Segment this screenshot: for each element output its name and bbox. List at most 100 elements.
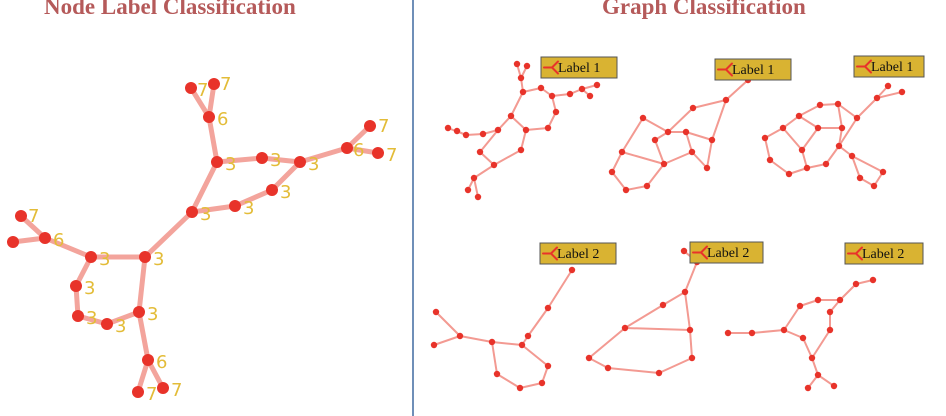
graph-edge — [521, 344, 549, 367]
panel-divider — [412, 0, 414, 416]
graph-edge — [711, 99, 727, 141]
graph-edge — [798, 115, 819, 129]
graph-edge — [801, 127, 819, 151]
graph-node — [85, 251, 97, 263]
graph-node — [785, 170, 793, 178]
graph-node — [639, 114, 647, 122]
graph-node — [474, 193, 482, 201]
graph-edge — [493, 149, 522, 166]
graph-node — [795, 112, 803, 120]
graph-edge — [838, 117, 858, 147]
graph-edge — [684, 291, 691, 331]
graph-node — [796, 302, 804, 310]
graph-node — [453, 127, 461, 135]
label-badge-text: Label 1 — [732, 63, 774, 78]
graph-node — [203, 111, 215, 123]
graph-edge — [625, 185, 648, 191]
graph-edge — [611, 151, 623, 173]
graph-edge — [510, 91, 524, 117]
node-label: 3 — [99, 249, 110, 270]
graph-node — [133, 306, 145, 318]
graph-node — [566, 90, 574, 98]
graph-node — [142, 354, 154, 366]
graph-node — [724, 329, 732, 337]
graph-node — [838, 124, 846, 132]
graph-node — [822, 160, 830, 168]
graph-edge — [811, 329, 831, 359]
node-label: 3 — [280, 182, 291, 203]
graph-edge — [435, 311, 461, 337]
graph-node — [518, 341, 526, 349]
node-label: 7 — [146, 384, 157, 405]
label-badge — [539, 242, 617, 265]
graph-edge — [689, 329, 693, 359]
branch-icon — [692, 245, 708, 260]
graph-edge — [42, 235, 94, 260]
graph-node — [364, 120, 376, 132]
label-badge — [689, 241, 764, 264]
graph-node — [856, 174, 864, 182]
graph-node — [703, 164, 711, 172]
graph-node — [494, 126, 502, 134]
graph-edge — [459, 335, 493, 343]
graph-edge — [837, 103, 843, 129]
graph-node — [836, 296, 844, 304]
node-label: 3 — [200, 204, 211, 225]
branch-icon — [542, 246, 558, 261]
graph-node — [830, 382, 838, 390]
graph-node — [870, 182, 878, 190]
graph-node — [798, 146, 806, 154]
graph-edge — [684, 261, 698, 293]
graph-node — [618, 148, 626, 156]
graph-edge — [663, 151, 693, 165]
graph-edge — [782, 127, 803, 151]
graph-node — [517, 74, 525, 82]
graph-node — [682, 128, 690, 136]
graph-edge — [782, 115, 800, 129]
graph-edge — [783, 329, 804, 339]
graph-edge — [624, 327, 691, 331]
graph-edge — [142, 209, 195, 260]
graph-node — [655, 369, 663, 377]
graph-node — [157, 382, 169, 394]
graph-node — [722, 96, 730, 104]
graph-node — [538, 379, 546, 387]
graph-node — [761, 134, 769, 142]
node-label: 3 — [86, 308, 97, 329]
graph-edge — [269, 159, 303, 193]
graph-node — [853, 114, 861, 122]
graph-edge — [297, 145, 350, 165]
graph-node — [834, 100, 842, 108]
graph-node — [456, 332, 464, 340]
graph-node — [568, 266, 576, 274]
graph-edge — [783, 305, 801, 331]
graph-edge — [491, 341, 523, 346]
graph-edge — [642, 117, 669, 133]
graph-node — [208, 78, 220, 90]
graph-edge — [851, 155, 861, 179]
node-label: 6 — [156, 352, 167, 373]
graph-edge — [691, 151, 708, 169]
graph-node — [651, 136, 659, 144]
node-label: 3 — [84, 278, 95, 299]
graph-node — [464, 186, 472, 194]
graph-node — [689, 104, 697, 112]
graph-node — [748, 329, 756, 337]
graph-node — [513, 60, 521, 68]
node-label: 3 — [308, 154, 319, 175]
graph-node — [524, 332, 532, 340]
graph-edge — [654, 139, 665, 165]
graph-node — [826, 308, 834, 316]
graph-node — [814, 124, 822, 132]
graph-node — [7, 236, 19, 248]
graph-edge — [259, 155, 303, 165]
graph-node — [470, 174, 478, 182]
graph-node — [766, 156, 774, 164]
graph-node — [835, 142, 843, 150]
branch-icon — [856, 59, 872, 74]
graph-node — [70, 280, 82, 292]
graph-node — [816, 101, 824, 109]
graph-edge — [764, 137, 771, 161]
graph-node — [803, 164, 811, 172]
